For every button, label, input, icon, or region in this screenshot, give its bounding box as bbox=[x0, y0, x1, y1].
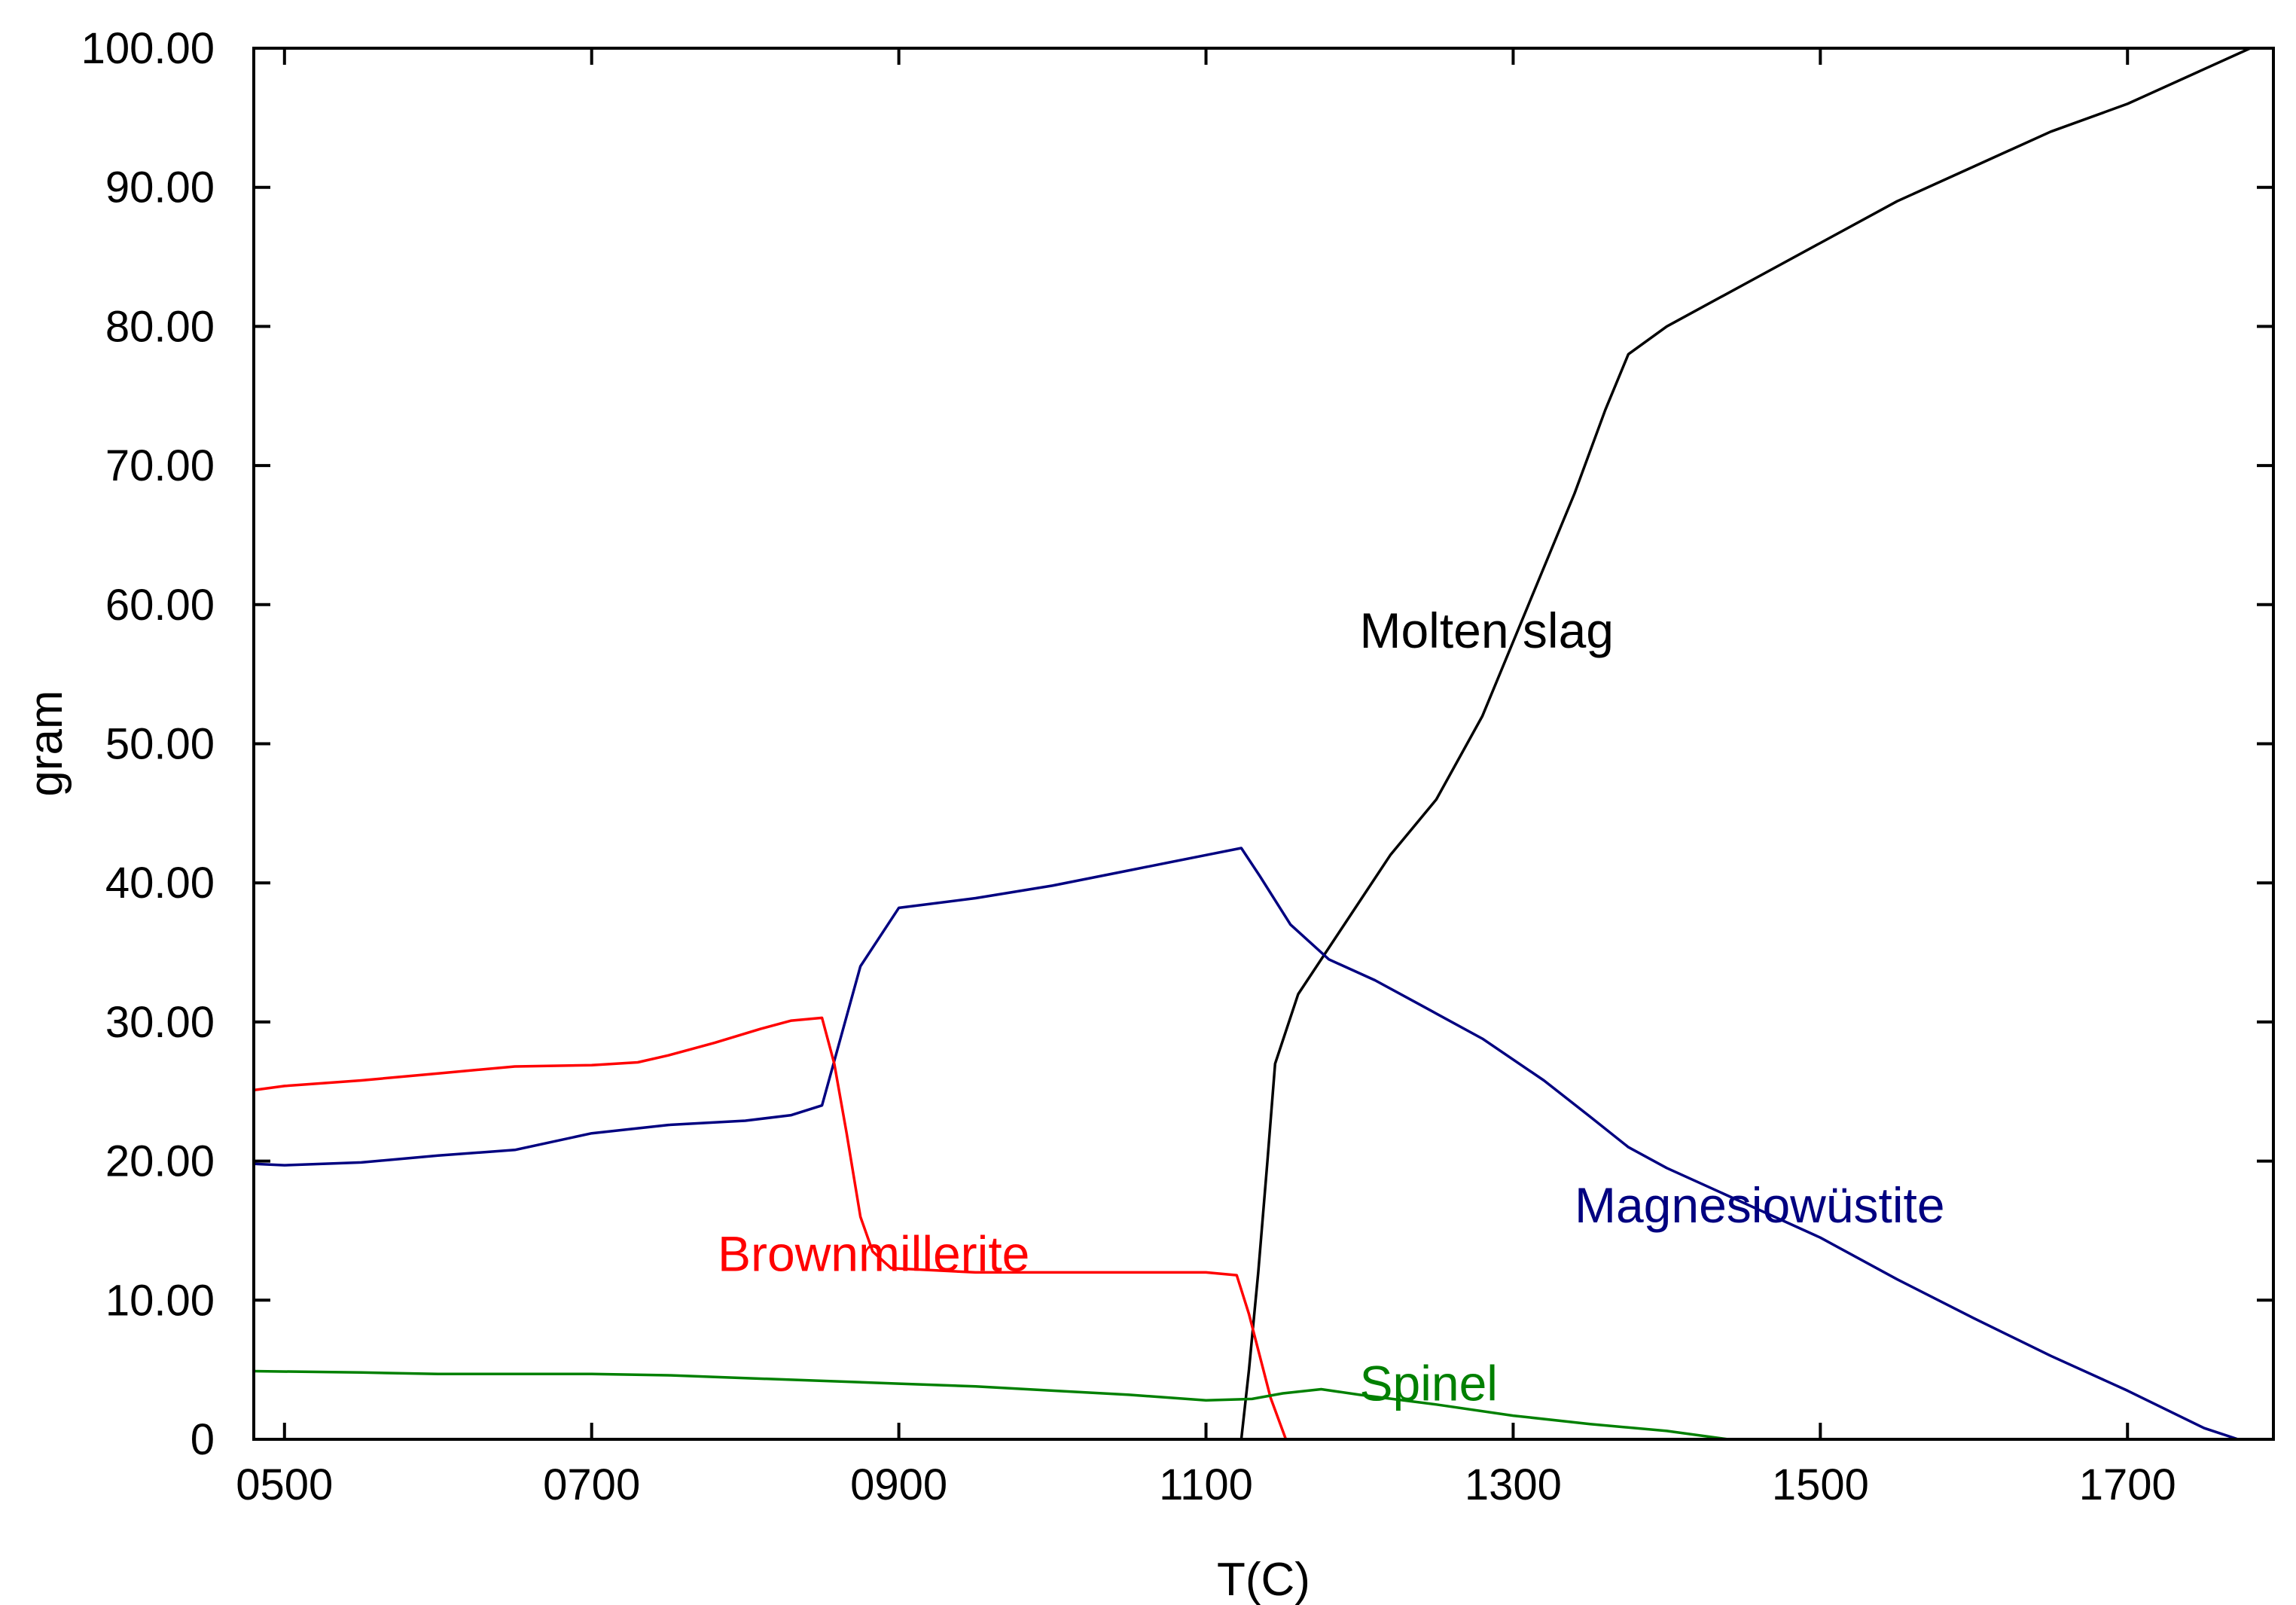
series-label-layer: Molten slag Magnesiowüstite Brownmillerite… bbox=[718, 603, 1945, 1411]
series-label-magnesiowustite: Magnesiowüstite bbox=[1575, 1177, 1945, 1233]
x-tick-label: 0700 bbox=[543, 1460, 640, 1509]
y-tick-label: 10.00 bbox=[105, 1276, 215, 1325]
series-label-brownmillerite: Brownmillerite bbox=[718, 1226, 1029, 1282]
x-tick-label: 1500 bbox=[1772, 1460, 1869, 1509]
series-line-spinel bbox=[252, 1369, 1730, 1441]
series-label-spinel: Spinel bbox=[1359, 1355, 1497, 1411]
y-tick-label: 80.00 bbox=[105, 302, 215, 351]
y-tick-label: 0 bbox=[191, 1415, 215, 1464]
series-line-magnesiowustite bbox=[252, 847, 2267, 1441]
y-tick-label: 30.00 bbox=[105, 998, 215, 1047]
x-tick-label: 0900 bbox=[850, 1460, 947, 1509]
x-tick-label: 0500 bbox=[236, 1460, 333, 1509]
y-axis-title: gram bbox=[20, 690, 72, 796]
x-tick-label: 1700 bbox=[2079, 1460, 2176, 1509]
series-line-brownmillerite bbox=[252, 1016, 1288, 1441]
y-tick-label: 90.00 bbox=[105, 163, 215, 212]
x-tick-label: 1300 bbox=[1465, 1460, 1562, 1509]
plot-frame bbox=[252, 47, 2275, 1441]
x-axis-title: T(C) bbox=[1217, 1554, 1310, 1605]
series-label-molten-slag: Molten slag bbox=[1359, 603, 1614, 658]
y-tick-label: 40.00 bbox=[105, 859, 215, 908]
series-line-molten-slag bbox=[1239, 47, 2252, 1441]
y-tick-label: 100.00 bbox=[81, 24, 215, 73]
y-tick-label: 60.00 bbox=[105, 581, 215, 630]
series-layer bbox=[252, 47, 2267, 1441]
y-tick-label: 50.00 bbox=[105, 720, 215, 769]
tick-layer: 0500 0700 0900 1100 1300 1500 1700 0 10.00 20.00 3… bbox=[81, 24, 2273, 1509]
x-tick-label: 1100 bbox=[1159, 1460, 1253, 1509]
y-tick-label: 70.00 bbox=[105, 441, 215, 490]
y-tick-label: 20.00 bbox=[105, 1137, 215, 1186]
